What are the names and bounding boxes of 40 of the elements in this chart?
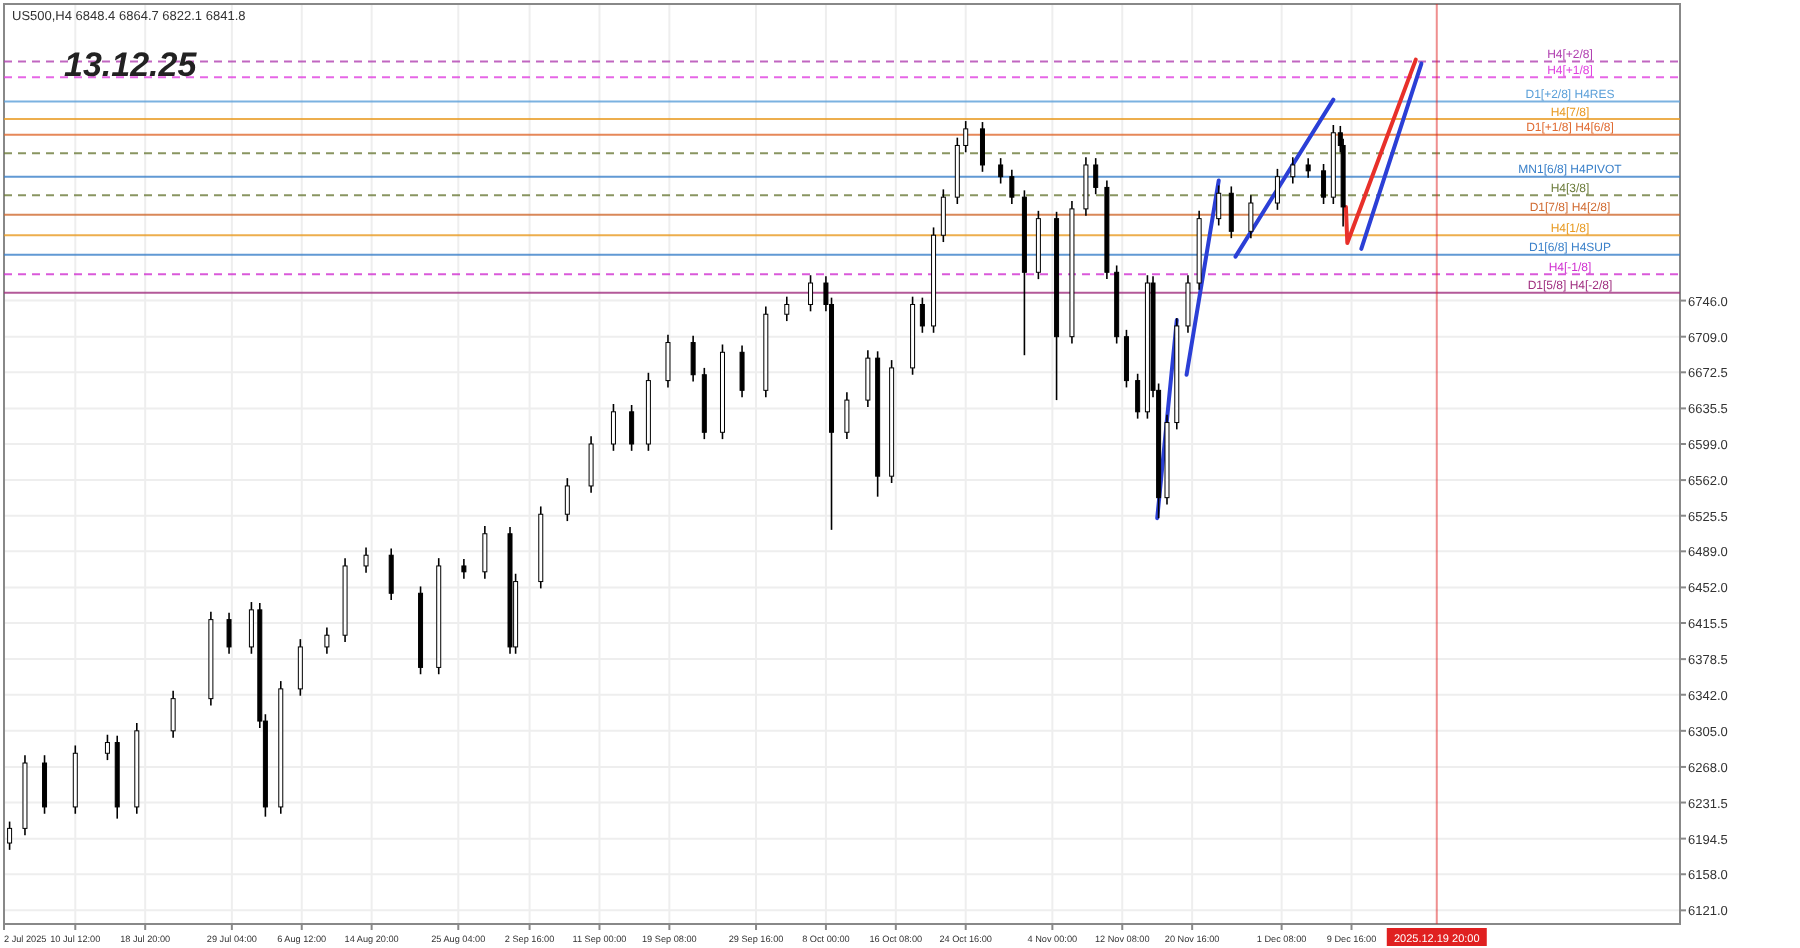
candlestick: [564, 477, 570, 522]
candlestick: [844, 391, 850, 440]
candlestick: [1083, 156, 1089, 217]
candlestick: [784, 295, 790, 322]
candlestick: [1123, 329, 1129, 389]
candlestick: [629, 404, 635, 452]
candlestick: [297, 638, 303, 697]
candlestick: [588, 435, 594, 494]
candlestick: [104, 733, 110, 761]
candlestick: [1274, 168, 1280, 211]
candlestick: [865, 349, 871, 408]
candlestick: [388, 547, 394, 601]
candlestick: [226, 611, 232, 655]
candlestick: [610, 403, 616, 452]
candlestick: [1228, 185, 1234, 239]
candlestick: [7, 820, 13, 851]
candlestick: [461, 558, 467, 580]
candlestick: [1135, 372, 1141, 420]
candlestick: [998, 157, 1004, 185]
candlestick: [1248, 194, 1254, 239]
candlestick: [979, 121, 985, 173]
candlestick: [42, 754, 48, 815]
candlestick: [324, 626, 330, 655]
candlestick: [665, 333, 671, 389]
candlestick: [739, 344, 745, 398]
candlestick: [1321, 163, 1327, 205]
candlestick: [170, 690, 176, 739]
candlestick: [940, 188, 946, 243]
candlestick: [363, 546, 369, 574]
candlestick: [1185, 274, 1191, 334]
candlestick: [808, 274, 814, 313]
candlestick: [1216, 184, 1222, 227]
candlestick: [482, 525, 488, 580]
candlestick: [1093, 157, 1099, 196]
candlestick: [919, 296, 925, 334]
text: 13.12.25: [64, 46, 198, 84]
candlestick: [1305, 157, 1311, 179]
candlestick: [1009, 169, 1015, 205]
candlestick: [1290, 156, 1296, 185]
candlestick: [690, 334, 696, 383]
